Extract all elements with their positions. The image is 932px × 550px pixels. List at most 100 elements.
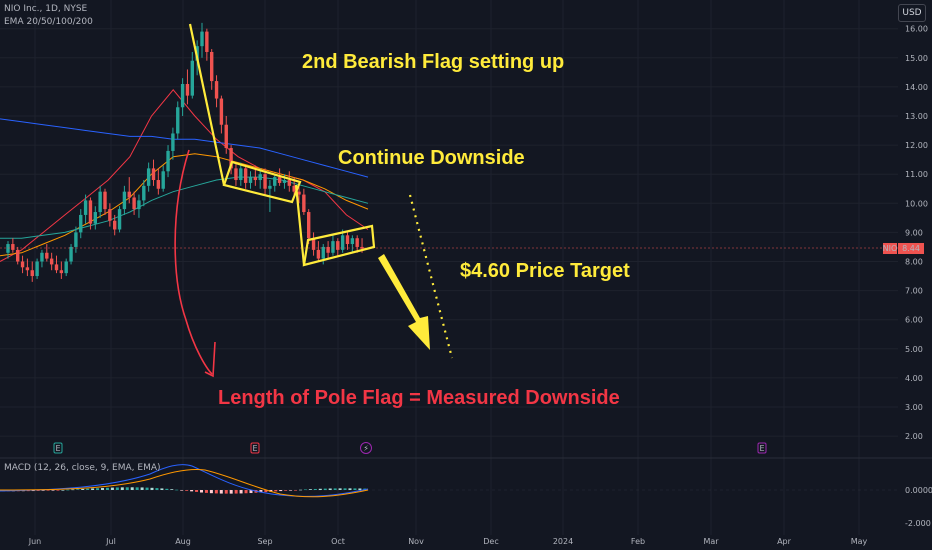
macd-bar [209,490,213,494]
macd-bar [358,488,362,490]
price-tick: 13.00 [905,112,928,121]
candle-body [132,197,136,210]
candle-body [219,98,224,125]
macd-bar [294,490,298,491]
macd-bar [289,490,293,491]
candle-body [321,246,325,259]
candle-body [331,241,335,253]
candle-body [307,212,311,239]
price-tag-symbol [883,243,897,254]
macd-bar [234,490,238,494]
macd-bar [71,489,75,491]
svg-text:E: E [759,444,764,453]
macd-bar [180,490,184,491]
candle-body [142,185,146,201]
price-tick: 6.00 [905,316,923,325]
symbol-line: NIO Inc., 1D, NYSE [4,4,88,14]
candle-body [292,185,296,192]
candle-body [59,270,64,274]
macd-bar [76,489,80,490]
candle-body [113,220,117,230]
time-tick: May [851,537,868,546]
macd-bar [105,487,109,490]
candle-body [336,241,340,250]
time-tick: Nov [408,537,424,546]
measure-arrow [174,149,213,375]
candle-body [11,244,15,250]
candle-body [146,168,151,186]
candle-body [93,212,97,224]
candle-body [45,252,49,259]
macd-label[interactable]: MACD (12, 26, close, 9, EMA, EMA) [4,463,161,473]
price-tick: 3.00 [905,403,923,412]
candle-body [151,168,156,181]
candle-body [326,246,330,253]
time-axis[interactable]: Jun Jul Aug Sep Oct Nov Dec 2024 Feb Mar Apr May [28,537,868,546]
macd-bar [120,487,124,490]
time-tick: Feb [631,537,645,546]
macd-bar [200,490,203,493]
candle-body [88,200,93,224]
macd-tick: -2.000 [905,519,931,528]
macd-bar [101,487,104,490]
macd-bar [115,487,119,490]
candle-body [248,177,253,183]
candle-body [200,31,204,47]
candle-body [277,177,282,183]
flag-2 [302,224,376,267]
macd-bar [328,488,332,490]
candle-body [127,191,131,198]
candle-body [40,252,44,262]
candle-body [98,191,102,213]
macd-pane [0,464,898,498]
indicator-line[interactable]: EMA 20/50/100/200 [4,17,93,27]
candle-body [258,174,262,181]
macd-bar [219,490,223,494]
macd-bar [348,488,352,490]
macd-bar [195,490,199,492]
macd-bar [160,488,164,490]
candle-body [64,261,68,274]
time-tick: Dec [483,537,498,546]
candle-body [302,194,306,213]
macd-bar [41,490,45,491]
macd-bar [81,488,85,490]
macd-bar [224,490,228,494]
candle-body [30,270,34,277]
earnings-icon [250,442,260,454]
candle-body [224,124,228,149]
price-tick: 11.00 [905,170,928,179]
candle-body [137,200,141,210]
macd-bar [140,487,144,490]
price-tick: 5.00 [905,345,923,354]
currency-button[interactable]: USD [898,4,926,22]
macd-bar [239,490,243,494]
candle-body [253,177,258,181]
time-tick: 2024 [553,537,573,546]
price-tick: 2.00 [905,432,923,441]
event-markers[interactable]: E E ⚡ E [53,442,767,454]
macd-bar [353,488,357,490]
dotted-target-line [408,194,454,359]
macd-bar [318,488,322,490]
ema-line [0,176,369,239]
macd-bar [46,490,50,491]
macd-bar [299,489,302,491]
price-tick: 12.00 [905,141,928,150]
price-axis[interactable]: 16.00 15.00 14.00 13.00 12.00 11.00 10.00 9.00 8… [905,25,928,441]
annotation-continue-downside: Continue Downside [338,147,525,169]
candle-body [287,180,291,186]
candle-body [79,214,83,233]
price-tick: 16.00 [905,25,928,34]
candle-body [239,168,243,181]
candle-body [6,244,10,253]
candle-body [355,238,359,247]
time-tick: Oct [331,537,345,546]
macd-bar [66,489,70,491]
macd-tick: 0.0000 [905,486,932,495]
candle-body [273,177,277,186]
annotation-measured-downside: Length of Pole Flag = Measured Downside [218,387,620,409]
candle-body [103,191,107,210]
macd-bar [313,488,317,490]
